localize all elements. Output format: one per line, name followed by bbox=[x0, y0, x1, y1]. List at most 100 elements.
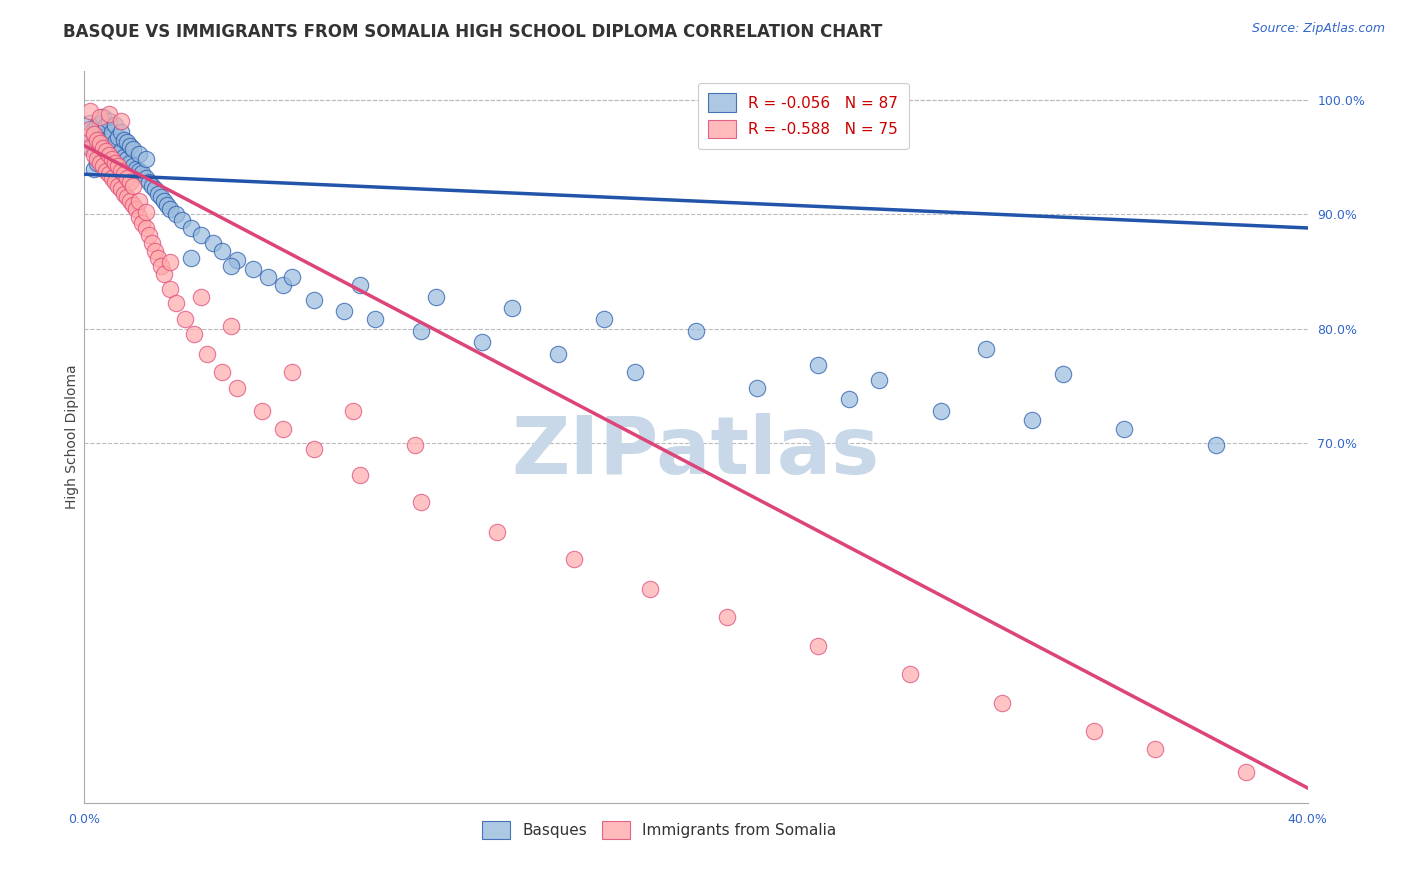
Point bbox=[122, 198, 145, 212]
Point bbox=[76, 129, 98, 144]
Point bbox=[122, 178, 145, 193]
Point bbox=[94, 153, 117, 167]
Point bbox=[89, 155, 111, 169]
Point bbox=[89, 133, 111, 147]
Point bbox=[219, 319, 242, 334]
Point bbox=[593, 312, 616, 326]
Point bbox=[409, 495, 432, 509]
Point bbox=[747, 381, 769, 395]
Point bbox=[83, 127, 105, 141]
Point bbox=[242, 262, 264, 277]
Point bbox=[257, 270, 280, 285]
Point bbox=[97, 148, 120, 162]
Point bbox=[128, 210, 150, 224]
Point bbox=[107, 129, 129, 144]
Point bbox=[115, 170, 138, 185]
Point bbox=[135, 153, 157, 167]
Point bbox=[685, 324, 707, 338]
Point bbox=[138, 175, 160, 189]
Point bbox=[502, 301, 524, 315]
Point bbox=[125, 161, 148, 176]
Point bbox=[104, 175, 127, 189]
Point bbox=[807, 358, 830, 372]
Point bbox=[104, 153, 127, 167]
Point bbox=[1052, 368, 1074, 382]
Point bbox=[190, 289, 212, 303]
Point bbox=[409, 324, 432, 338]
Point bbox=[180, 221, 202, 235]
Point bbox=[91, 129, 114, 144]
Point bbox=[174, 312, 197, 326]
Point bbox=[425, 289, 447, 303]
Point bbox=[869, 373, 891, 387]
Point bbox=[364, 312, 387, 326]
Point bbox=[112, 167, 135, 181]
Y-axis label: High School Diploma: High School Diploma bbox=[65, 365, 79, 509]
Point bbox=[159, 281, 181, 295]
Text: Source: ZipAtlas.com: Source: ZipAtlas.com bbox=[1251, 22, 1385, 36]
Point bbox=[271, 278, 294, 293]
Point bbox=[135, 170, 157, 185]
Point bbox=[486, 524, 509, 539]
Point bbox=[1021, 413, 1043, 427]
Point bbox=[135, 221, 157, 235]
Point bbox=[83, 121, 105, 136]
Point bbox=[404, 438, 426, 452]
Point bbox=[547, 346, 569, 360]
Point bbox=[97, 106, 120, 120]
Point bbox=[138, 227, 160, 242]
Point bbox=[83, 148, 105, 162]
Point bbox=[250, 404, 273, 418]
Point bbox=[562, 552, 585, 566]
Point bbox=[131, 216, 153, 230]
Point bbox=[120, 155, 142, 169]
Point bbox=[79, 141, 101, 155]
Point bbox=[112, 133, 135, 147]
Point bbox=[89, 150, 111, 164]
Point bbox=[302, 293, 325, 307]
Point bbox=[146, 251, 169, 265]
Point bbox=[94, 163, 117, 178]
Point bbox=[122, 142, 145, 156]
Point bbox=[120, 175, 142, 189]
Point bbox=[125, 202, 148, 216]
Point bbox=[201, 235, 224, 250]
Point bbox=[101, 170, 124, 185]
Point bbox=[172, 213, 194, 227]
Point bbox=[638, 582, 661, 596]
Point bbox=[120, 194, 142, 208]
Point bbox=[115, 135, 138, 149]
Point bbox=[183, 327, 205, 342]
Point bbox=[110, 113, 132, 128]
Point bbox=[104, 155, 127, 169]
Point bbox=[101, 142, 124, 156]
Point bbox=[281, 270, 304, 285]
Point bbox=[624, 365, 647, 379]
Point bbox=[349, 467, 371, 482]
Point bbox=[807, 639, 830, 653]
Point bbox=[86, 136, 108, 151]
Point bbox=[86, 153, 108, 167]
Point bbox=[165, 296, 187, 310]
Point bbox=[97, 148, 120, 162]
Point bbox=[128, 146, 150, 161]
Point bbox=[143, 244, 166, 258]
Point bbox=[131, 166, 153, 180]
Point bbox=[156, 198, 179, 212]
Point bbox=[112, 186, 135, 201]
Point bbox=[91, 159, 114, 173]
Point bbox=[190, 227, 212, 242]
Point bbox=[94, 135, 117, 149]
Point bbox=[91, 141, 114, 155]
Point bbox=[1143, 742, 1166, 756]
Point bbox=[107, 146, 129, 161]
Point bbox=[79, 104, 101, 119]
Point bbox=[97, 113, 120, 128]
Point bbox=[271, 422, 294, 436]
Point bbox=[991, 697, 1014, 711]
Point bbox=[128, 163, 150, 178]
Point bbox=[976, 342, 998, 356]
Point bbox=[226, 252, 249, 267]
Point bbox=[716, 609, 738, 624]
Point bbox=[141, 178, 163, 193]
